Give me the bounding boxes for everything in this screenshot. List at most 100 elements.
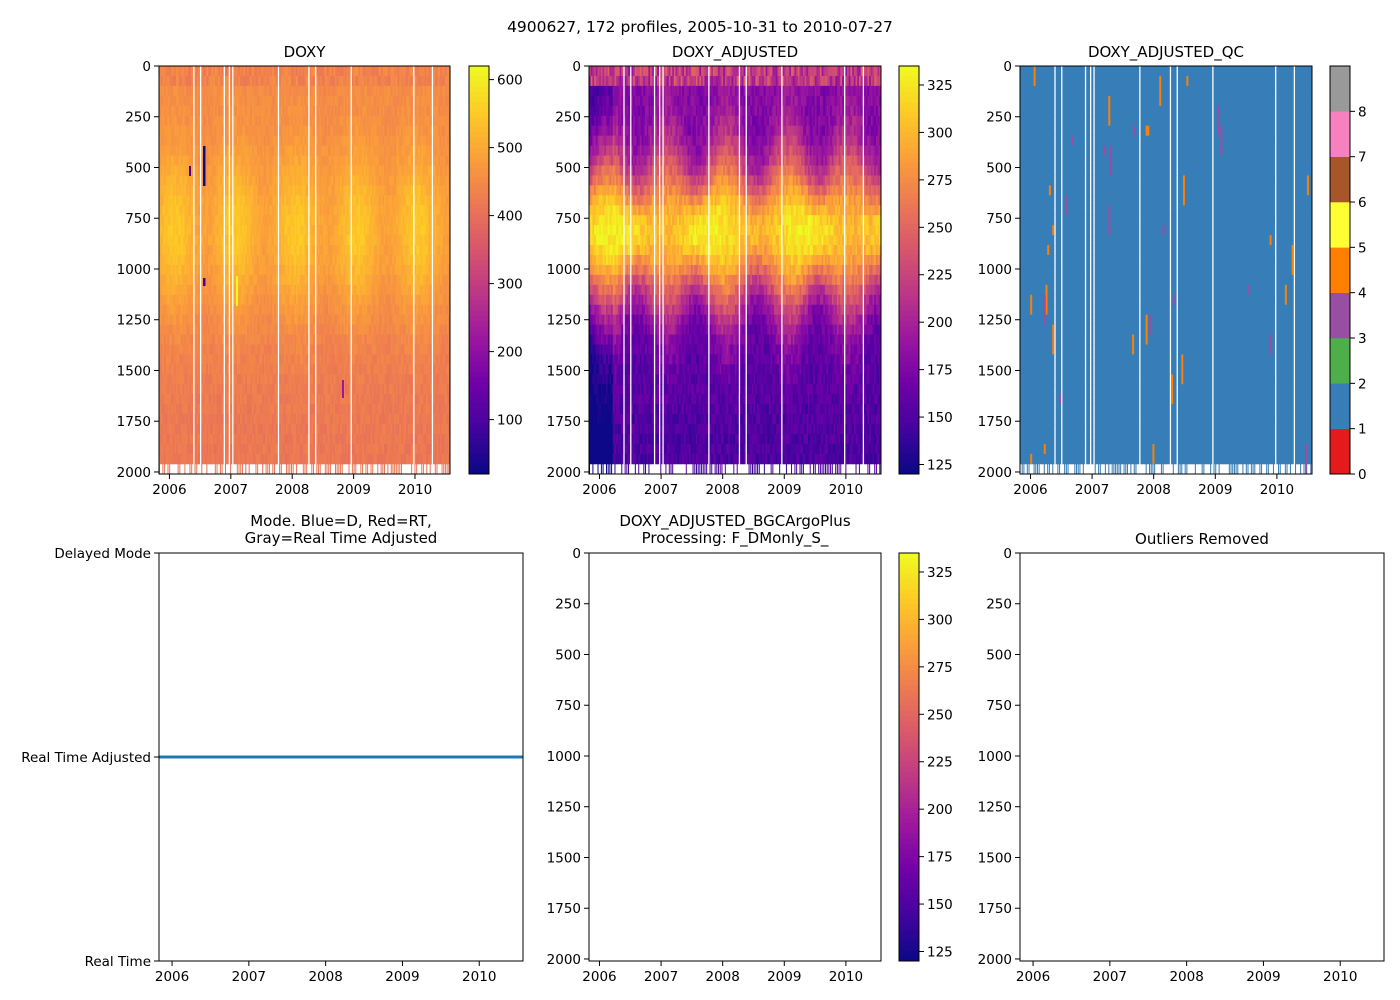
doxy-cell (338, 463, 340, 474)
doxy-cell (272, 384, 275, 395)
doxy-cell (268, 135, 272, 146)
doxy-cell (268, 66, 272, 77)
doxy-cell (312, 314, 316, 326)
doxy-cell (248, 434, 251, 445)
doxy-cell (206, 195, 209, 206)
doxy-cell (246, 404, 250, 415)
doxy-cell (275, 195, 278, 206)
doxy-cell (175, 314, 179, 326)
doxy-cell (275, 404, 278, 415)
doxy-cell (233, 404, 236, 415)
doxy-cell (270, 165, 273, 176)
doxy-cell (159, 165, 162, 176)
doxy-cell (159, 115, 162, 127)
doxy-cell (241, 304, 244, 316)
doxy-cell (182, 434, 185, 445)
doxy-cell (240, 434, 243, 445)
doxy-cell (197, 354, 200, 365)
doxy-cell (180, 135, 184, 146)
doxy-cell (218, 424, 221, 435)
doxy-cell (202, 205, 206, 216)
doxy-cell (236, 453, 239, 465)
doxy-cell (250, 105, 253, 117)
doxy-cell (246, 115, 250, 127)
doxy-cell (201, 125, 204, 137)
doxy-cell (255, 284, 258, 296)
doxy-cell (255, 463, 257, 474)
doxy-cell (184, 115, 187, 127)
doxy-cell (167, 66, 170, 77)
doxy-cell (214, 324, 217, 335)
doxy-cell (189, 304, 192, 316)
doxy-cell (245, 463, 247, 474)
doxy-cell (236, 245, 239, 256)
doxy-cell (208, 424, 211, 435)
doxy-cell (194, 155, 197, 166)
doxy-cell (201, 374, 204, 385)
doxy-cell (197, 245, 200, 256)
doxy-cell (243, 414, 246, 425)
doxy-cell (238, 404, 241, 415)
doxy-cell (164, 66, 167, 77)
doxy-cell (160, 205, 163, 216)
doxy-cell (167, 95, 170, 107)
doxy-cell (165, 434, 168, 445)
doxy-cell (246, 264, 250, 276)
doxy-cell (250, 195, 253, 206)
doxy-cell (312, 324, 316, 335)
doxy-cell (235, 434, 238, 445)
doxy-cell (260, 165, 263, 176)
doxy-cell (162, 215, 165, 226)
doxy-cell (218, 453, 221, 465)
doxy-cell (216, 364, 219, 375)
doxy-cell (246, 235, 250, 246)
doxy-cell (272, 205, 275, 216)
doxy-cell (257, 314, 260, 326)
doxy-cell (179, 66, 182, 77)
doxy-cell (174, 374, 177, 385)
doxy-cell (182, 165, 185, 176)
doxy-cell (211, 324, 214, 335)
doxy-cell (206, 215, 209, 226)
doxy-cell (160, 105, 163, 117)
doxy-cell (238, 225, 241, 236)
doxy-cell (196, 75, 199, 87)
doxy-cell (230, 165, 233, 176)
doxy-cell (245, 334, 248, 345)
doxy-cell (274, 125, 277, 137)
doxy-cell (219, 394, 222, 405)
doxy-cell (184, 264, 187, 276)
doxy-cell (226, 364, 229, 375)
doxy-cell (268, 414, 272, 425)
doxy-cell (164, 225, 167, 236)
doxy-cell (165, 284, 168, 296)
doxy-cell (246, 135, 250, 146)
doxy-cell (248, 75, 251, 87)
doxy-cell (226, 155, 229, 166)
doxy-cell (275, 75, 278, 87)
doxy-cell (172, 105, 175, 117)
doxy-cell (265, 235, 268, 246)
doxy-cell (208, 195, 211, 206)
doxy-cell (255, 354, 258, 365)
doxy-cell (206, 235, 209, 246)
doxy-cell (258, 85, 261, 97)
doxy-cell (160, 145, 163, 156)
doxy-cell (170, 195, 173, 206)
doxy-cell (340, 463, 342, 474)
doxy-cell (236, 324, 239, 335)
doxy-cell (248, 95, 251, 107)
doxy-cell (248, 384, 251, 395)
doxy-cell (257, 254, 260, 266)
doxy-cell (246, 394, 250, 405)
doxy-cell (211, 453, 214, 465)
doxy-cell (160, 274, 163, 286)
doxy-cell (186, 115, 189, 127)
doxy-cell (252, 264, 255, 276)
doxy-cell (245, 185, 248, 196)
doxy-cell (312, 254, 316, 266)
doxy-cell (218, 75, 221, 87)
doxy-cell (270, 374, 273, 385)
doxy-cell (216, 105, 219, 117)
doxy-cell (267, 314, 270, 326)
